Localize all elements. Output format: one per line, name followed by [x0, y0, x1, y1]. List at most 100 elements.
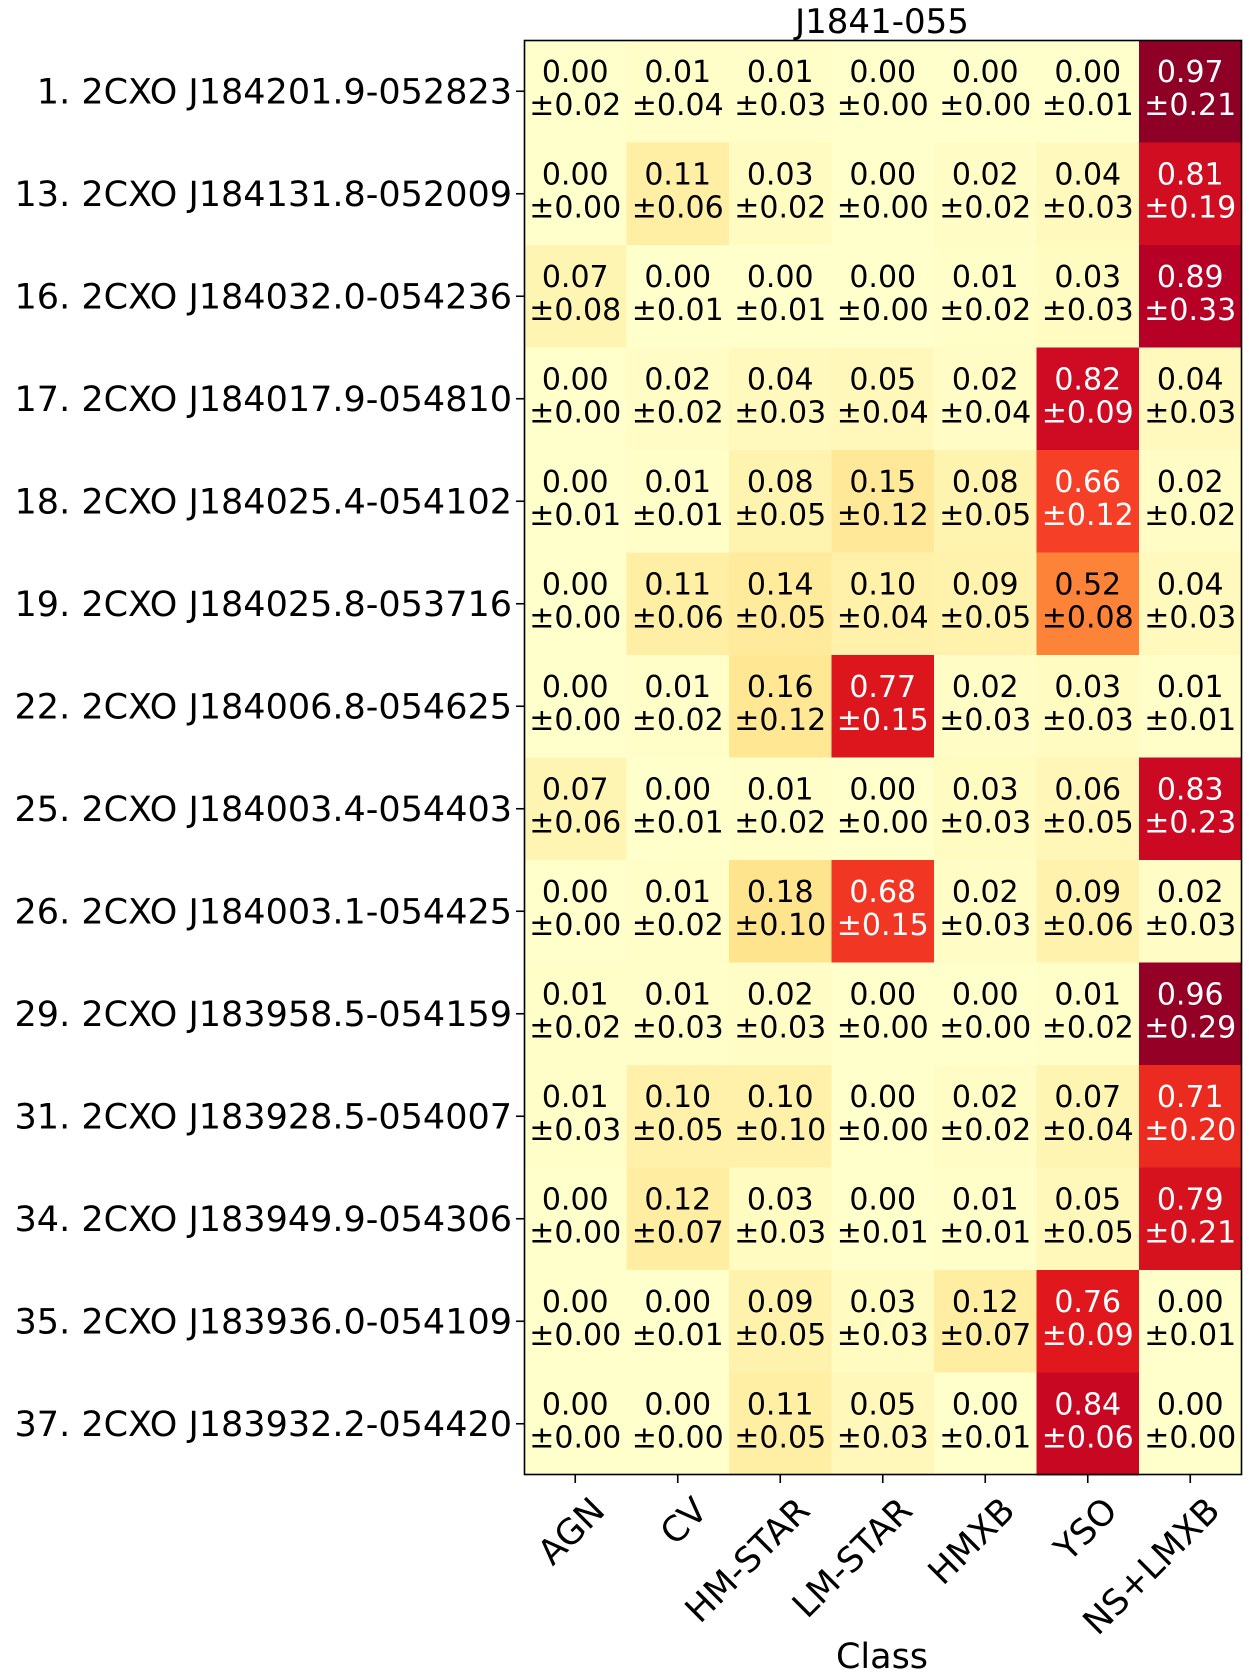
cell-value-label: 0.10 [747, 1080, 814, 1115]
cell-value-label: 0.02 [952, 670, 1019, 705]
cell-error-label: ±0.06 [1042, 1421, 1134, 1456]
heatmap-cell [524, 1270, 627, 1373]
cell-error-label: ±0.00 [837, 293, 929, 328]
cell-error-label: ±0.05 [734, 601, 826, 636]
cell-error-label: ±0.00 [529, 908, 621, 943]
heatmap-cell [729, 40, 832, 143]
heatmap-cell [934, 245, 1037, 348]
cell-error-label: ±0.04 [632, 88, 724, 123]
cell-value-label: 0.00 [952, 55, 1019, 90]
y-tick-label: 19. 2CXO J184025.8-053716 [15, 585, 512, 625]
cell-error-label: ±0.00 [837, 191, 929, 226]
cell-value-label: 0.03 [1054, 670, 1121, 705]
heatmap-cell [831, 1167, 935, 1271]
cell-error-label: ±0.03 [734, 88, 826, 123]
plot-frame [523, 39, 1243, 1476]
heatmap-cell [934, 1167, 1037, 1271]
heatmap-cell [729, 347, 832, 451]
heatmap-cell [524, 552, 627, 656]
cell-value-label: 0.00 [542, 568, 609, 603]
cell-error-label: ±0.03 [939, 908, 1031, 943]
x-tick-label: YSO [1046, 1491, 1125, 1570]
heatmap-cell [1139, 245, 1242, 348]
cell-value-label: 0.06 [1054, 773, 1121, 808]
cell-error-label: ±0.15 [837, 908, 929, 943]
cell-error-label: ±0.01 [1144, 1318, 1236, 1353]
cell-value-label: 0.00 [849, 260, 916, 295]
heatmap-cell [524, 1167, 627, 1271]
heatmap-cell [1139, 860, 1242, 963]
cell-value-label: 0.12 [952, 1285, 1019, 1320]
heatmap-cell [934, 1270, 1037, 1373]
heatmap-cell [1036, 450, 1140, 553]
row-labels: 1. 2CXO J184201.9-052823 13. 2CXO J184131… [15, 72, 524, 1445]
cell-value-label: 0.11 [644, 568, 711, 603]
heatmap-cell [729, 1372, 832, 1476]
heatmap-cell [831, 1270, 935, 1373]
cell-value-label: 0.00 [1157, 1285, 1224, 1320]
cell-value-label: 0.02 [644, 363, 711, 398]
cell-value-label: 0.81 [1157, 158, 1224, 193]
cell-error-label: ±0.03 [529, 1113, 621, 1148]
cell-value-label: 0.02 [952, 875, 1019, 910]
heatmap-cell [1139, 655, 1242, 758]
heatmap-cell [626, 450, 730, 553]
heatmap-cell [934, 757, 1037, 861]
cell-value-label: 0.00 [542, 875, 609, 910]
heatmap-cell [524, 347, 627, 451]
cell-value-label: 0.01 [644, 875, 711, 910]
heatmap-cell [1036, 962, 1140, 1066]
cell-error-label: ±0.05 [939, 601, 1031, 636]
cell-value-label: 0.00 [849, 773, 916, 808]
cell-value-label: 0.01 [1157, 670, 1224, 705]
cell-value-label: 0.00 [542, 465, 609, 500]
cell-value-label: 0.01 [952, 1183, 1019, 1218]
cell-error-label: ±0.08 [1042, 601, 1134, 636]
heatmap-cell [729, 552, 832, 656]
cell-value-label: 0.00 [542, 1285, 609, 1320]
heatmap-cell [1139, 1372, 1242, 1476]
heatmap-cell [1139, 962, 1242, 1066]
cell-value-label: 0.00 [542, 1388, 609, 1423]
y-tick-label: 16. 2CXO J184032.0-054236 [15, 277, 512, 317]
cell-error-label: ±0.21 [1144, 1216, 1236, 1251]
cell-value-label: 0.83 [1157, 773, 1224, 808]
cell-error-label: ±0.21 [1144, 88, 1236, 123]
heatmap-cell [1036, 552, 1140, 656]
cell-value-label: 0.00 [644, 773, 711, 808]
heatmap-cell [524, 245, 627, 348]
heatmap-cell [831, 40, 935, 143]
heatmap-cell [1139, 1167, 1242, 1271]
heatmap-cell [626, 1270, 730, 1373]
cell-error-label: ±0.02 [939, 191, 1031, 226]
heatmap-cell [626, 1167, 730, 1271]
heatmap-cell [729, 1270, 832, 1373]
x-tick-label: HMXB [921, 1491, 1023, 1593]
heatmap-cell-labels: 0.00±0.020.01±0.040.01±0.030.00±0.000.00… [529, 55, 1236, 1456]
cell-error-label: ±0.01 [1042, 88, 1134, 123]
heatmap-cell [729, 860, 832, 963]
cell-value-label: 0.03 [747, 158, 814, 193]
cell-error-label: ±0.05 [939, 498, 1031, 533]
y-tick-label: 35. 2CXO J183936.0-054109 [15, 1302, 512, 1342]
heatmap-cell [934, 962, 1037, 1066]
cell-error-label: ±0.04 [837, 396, 929, 431]
heatmap-cell [1036, 245, 1140, 348]
cell-error-label: ±0.01 [632, 498, 724, 533]
cell-value-label: 0.05 [849, 1388, 916, 1423]
cell-error-label: ±0.03 [1042, 191, 1134, 226]
cell-value-label: 0.01 [542, 1080, 609, 1115]
cell-error-label: ±0.08 [529, 293, 621, 328]
cell-value-label: 0.12 [644, 1183, 711, 1218]
cell-error-label: ±0.15 [837, 703, 929, 738]
cell-error-label: ±0.03 [939, 806, 1031, 841]
heatmap-cell [626, 245, 730, 348]
cell-value-label: 0.08 [952, 465, 1019, 500]
cell-value-label: 0.02 [952, 363, 1019, 398]
cell-error-label: ±0.03 [1042, 293, 1134, 328]
cell-value-label: 0.97 [1157, 55, 1224, 90]
cell-value-label: 0.84 [1054, 1388, 1121, 1423]
heatmap-cell [831, 1372, 935, 1476]
cell-value-label: 0.01 [644, 670, 711, 705]
cell-error-label: ±0.00 [529, 191, 621, 226]
